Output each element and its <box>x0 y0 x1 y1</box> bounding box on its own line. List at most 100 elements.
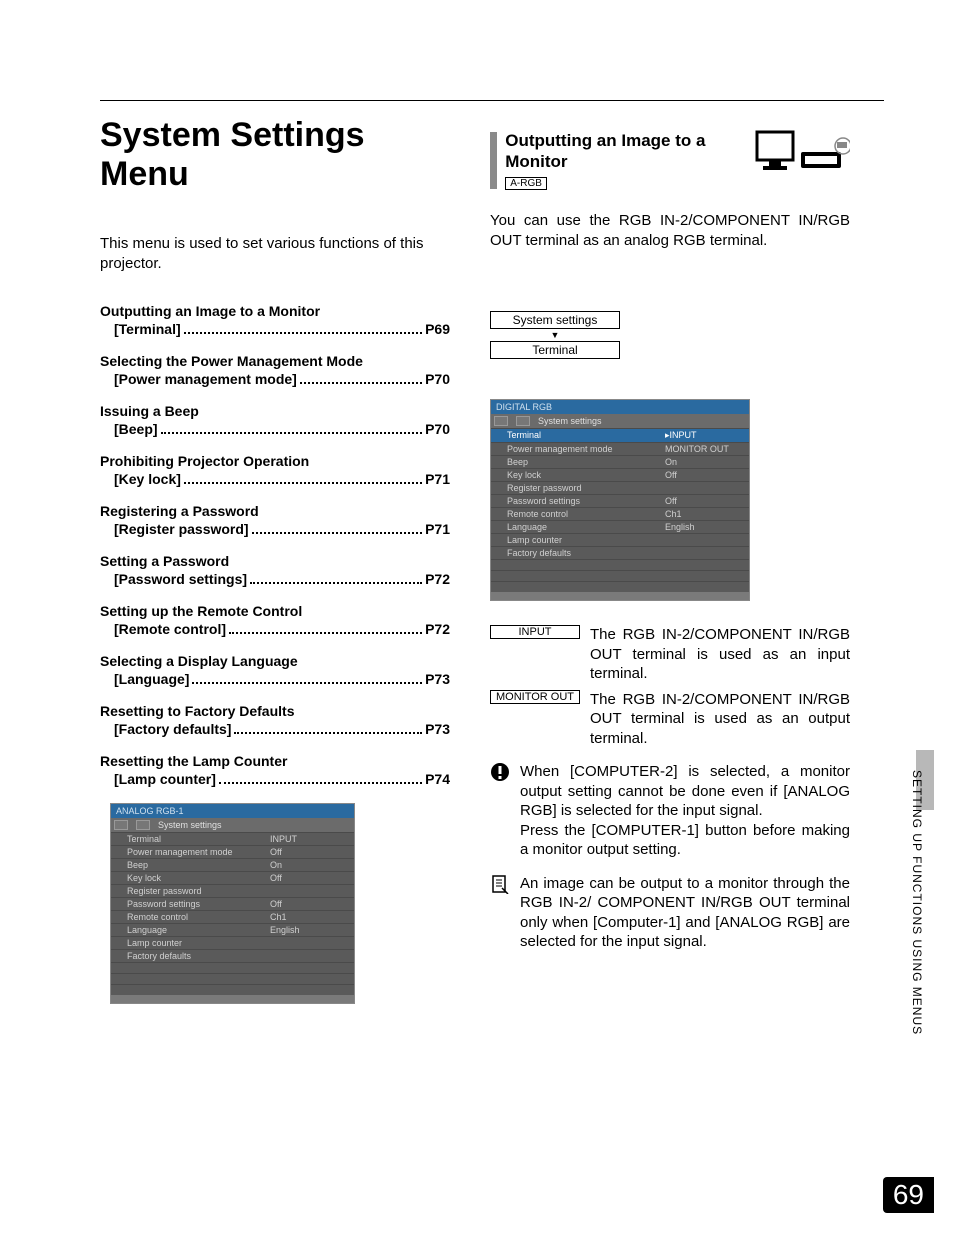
osd-row-icon <box>115 873 127 883</box>
warning-note: When [COMPUTER-2] is selected, a monitor… <box>490 762 850 860</box>
toc-leader-dots <box>252 532 422 534</box>
toc-leader-dots <box>161 432 423 434</box>
toc-subline: [Remote control]P72 <box>100 621 450 637</box>
osd-rows: TerminalINPUTPower management modeOffBee… <box>111 832 354 962</box>
toc-bracket: [Register password] <box>114 521 249 537</box>
monitor-icons <box>755 130 850 178</box>
osd-tab-icon <box>114 820 128 830</box>
nav-box-top: System settings <box>490 311 620 329</box>
intro-text: This menu is used to set various functio… <box>100 234 450 275</box>
osd-row: Terminal▸INPUT <box>491 428 749 442</box>
osd-row: Factory defaults <box>491 546 749 559</box>
osd-row-icon <box>115 834 127 844</box>
osd-row: LanguageEnglish <box>111 923 354 936</box>
toc-leader-dots <box>219 782 422 784</box>
osd-row-value: Off <box>270 873 350 883</box>
section-accent-bar <box>490 132 497 189</box>
toc-subline: [Beep]P70 <box>100 421 450 437</box>
osd-row-icon <box>495 430 507 441</box>
toc-leader-dots <box>184 332 422 334</box>
osd-screenshot-analog: ANALOG RGB-1 System settings TerminalINP… <box>110 803 355 1004</box>
nav-box-bottom: Terminal <box>490 341 620 359</box>
toc-subline: [Register password]P71 <box>100 521 450 537</box>
toc-leader-dots <box>229 632 422 634</box>
osd-row-key: Factory defaults <box>507 548 665 558</box>
osd-row: BeepOn <box>491 455 749 468</box>
toc-leader-dots <box>192 682 422 684</box>
osd-screenshot-digital: DIGITAL RGB System settings Terminal▸INP… <box>490 399 750 601</box>
osd-row-key: Register password <box>127 886 270 896</box>
osd-row-value: Off <box>270 899 350 909</box>
toc-subline: [Key lock]P71 <box>100 471 450 487</box>
osd-row-value: Off <box>665 470 745 480</box>
page-content: System Settings Menu This menu is used t… <box>100 100 884 1205</box>
toc-heading: Setting a Password <box>100 553 450 569</box>
osd-row: Power management modeOff <box>111 845 354 858</box>
toc-item: Setting up the Remote Control[Remote con… <box>100 603 450 637</box>
toc-item: Setting a Password [Password settings]P72 <box>100 553 450 587</box>
toc-bracket: [Power management mode] <box>114 371 297 387</box>
section-intro: You can use the RGB IN-2/COMPONENT IN/RG… <box>490 211 850 252</box>
toc-heading: Issuing a Beep <box>100 403 450 419</box>
toc-subline: [Password settings]P72 <box>100 571 450 587</box>
osd-row-key: Password settings <box>127 899 270 909</box>
osd-rows: Terminal▸INPUTPower management modeMONIT… <box>491 428 749 559</box>
toc-page-ref: P73 <box>425 671 450 687</box>
osd-row-key: Lamp counter <box>507 535 665 545</box>
toc-heading: Selecting the Power Management Mode <box>100 353 450 369</box>
osd-row-key: Terminal <box>127 834 270 844</box>
toc-item: Resetting the Lamp Counter[Lamp counter]… <box>100 753 450 787</box>
toc-item: Prohibiting Projector Operation [Key lock… <box>100 453 450 487</box>
toc-bracket: [Key lock] <box>114 471 181 487</box>
toc-leader-dots <box>250 582 422 584</box>
toc-page-ref: P74 <box>425 771 450 787</box>
toc-item: Registering a Password[Register password… <box>100 503 450 537</box>
osd-row: Register password <box>111 884 354 897</box>
toc-bracket: [Beep] <box>114 421 158 437</box>
osd-row: Password settingsOff <box>491 494 749 507</box>
page-title: System Settings Menu <box>100 116 450 194</box>
toc-page-ref: P69 <box>425 321 450 337</box>
toc-leader-dots <box>300 382 422 384</box>
left-column: System Settings Menu This menu is used t… <box>100 116 450 1004</box>
osd-tab-icon <box>516 416 530 426</box>
section-title: Outputting an Image to a Monitor <box>505 130 747 173</box>
osd-row: Remote controlCh1 <box>491 507 749 520</box>
osd-row-value: Ch1 <box>665 509 745 519</box>
osd-row-value <box>665 483 745 493</box>
osd-row-key: Beep <box>127 860 270 870</box>
osd-row-icon <box>115 951 127 961</box>
osd-row-key: Language <box>507 522 665 532</box>
document-icon <box>490 874 512 952</box>
osd-row-value: English <box>270 925 350 935</box>
osd-row-key: Factory defaults <box>127 951 270 961</box>
osd-row-value: Off <box>270 847 350 857</box>
toc-bracket: [Terminal] <box>114 321 181 337</box>
osd-row-icon <box>115 912 127 922</box>
osd-row-value: Off <box>665 496 745 506</box>
osd-tab-icon <box>494 416 508 426</box>
toc-heading: Resetting the Lamp Counter <box>100 753 450 769</box>
osd-tab-icon <box>136 820 150 830</box>
osd-title: ANALOG RGB-1 <box>111 804 354 818</box>
warning-icon <box>490 762 512 860</box>
osd-row-key: Remote control <box>507 509 665 519</box>
osd-row-key: Lamp counter <box>127 938 270 948</box>
options-list: INPUTThe RGB IN-2/COMPONENT IN/RGB OUT t… <box>490 625 850 748</box>
toc-heading: Prohibiting Projector Operation <box>100 453 450 469</box>
osd-tab-label: System settings <box>538 416 602 426</box>
option-row: INPUTThe RGB IN-2/COMPONENT IN/RGB OUT t… <box>490 625 850 684</box>
toc-leader-dots <box>234 732 422 734</box>
osd-row: Factory defaults <box>111 949 354 962</box>
section-header: Outputting an Image to a Monitor A-RGB <box>490 130 850 191</box>
toc-bracket: [Factory defaults] <box>114 721 231 737</box>
osd-row-value: On <box>270 860 350 870</box>
osd-row: Power management modeMONITOR OUT <box>491 442 749 455</box>
toc-page-ref: P73 <box>425 721 450 737</box>
toc-item: Resetting to Factory Defaults[Factory de… <box>100 703 450 737</box>
osd-row-icon <box>495 483 507 493</box>
right-column: Outputting an Image to a Monitor A-RGB Y… <box>490 130 850 952</box>
toc-subline: [Factory defaults] P73 <box>100 721 450 737</box>
osd-row-icon <box>495 509 507 519</box>
toc-subline: [Language]P73 <box>100 671 450 687</box>
